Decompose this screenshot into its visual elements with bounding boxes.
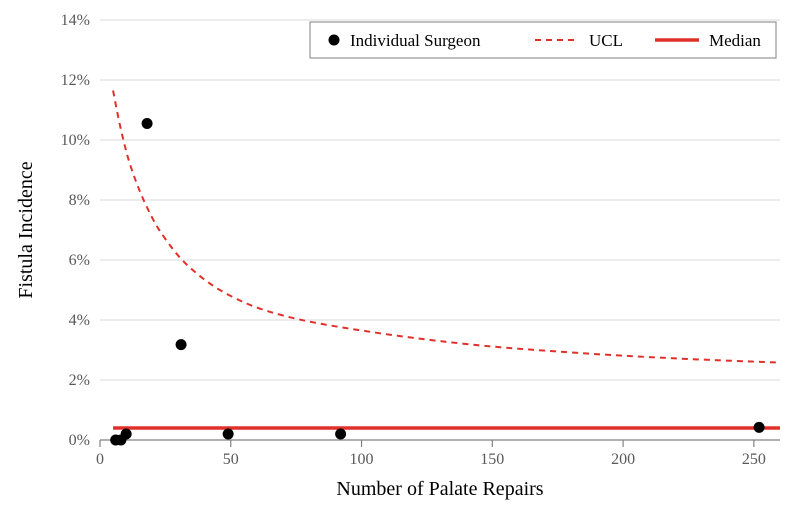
legend-label-surgeon: Individual Surgeon <box>350 31 481 50</box>
y-tick-label: 14% <box>61 12 90 29</box>
legend-label-median: Median <box>709 31 761 50</box>
x-tick-label: 250 <box>742 451 766 468</box>
surgeon-point <box>176 339 187 350</box>
y-tick-label: 0% <box>69 432 90 449</box>
x-axis-label: Number of Palate Repairs <box>336 478 543 500</box>
y-tick-label: 6% <box>69 252 90 269</box>
chart-background <box>0 0 800 511</box>
legend-label-ucl: UCL <box>589 31 623 50</box>
y-tick-label: 8% <box>69 192 90 209</box>
y-tick-label: 10% <box>61 132 90 149</box>
chart-svg: 0% 2% 4% 6% 8% 10% 12% 14% 0 50 100 150 200 250 Number… <box>0 0 800 511</box>
fistula-funnel-chart: 0% 2% 4% 6% 8% 10% 12% 14% 0 50 100 150 200 250 Number… <box>0 0 800 511</box>
x-tick-label: 50 <box>223 451 239 468</box>
legend: Individual Surgeon UCL Median <box>310 22 776 58</box>
x-tick-label: 200 <box>611 451 635 468</box>
x-tick-label: 0 <box>96 451 104 468</box>
y-tick-label: 2% <box>69 372 90 389</box>
surgeon-point <box>335 429 346 440</box>
surgeon-point <box>754 422 765 433</box>
y-axis-label: Fistula Incidence <box>15 161 37 298</box>
y-tick-label: 12% <box>61 72 90 89</box>
surgeon-point <box>142 118 153 129</box>
surgeon-point <box>121 429 132 440</box>
y-tick-label: 4% <box>69 312 90 329</box>
legend-marker-surgeon <box>329 35 340 46</box>
x-tick-label: 100 <box>350 451 374 468</box>
surgeon-point <box>223 429 234 440</box>
x-tick-label: 150 <box>480 451 504 468</box>
